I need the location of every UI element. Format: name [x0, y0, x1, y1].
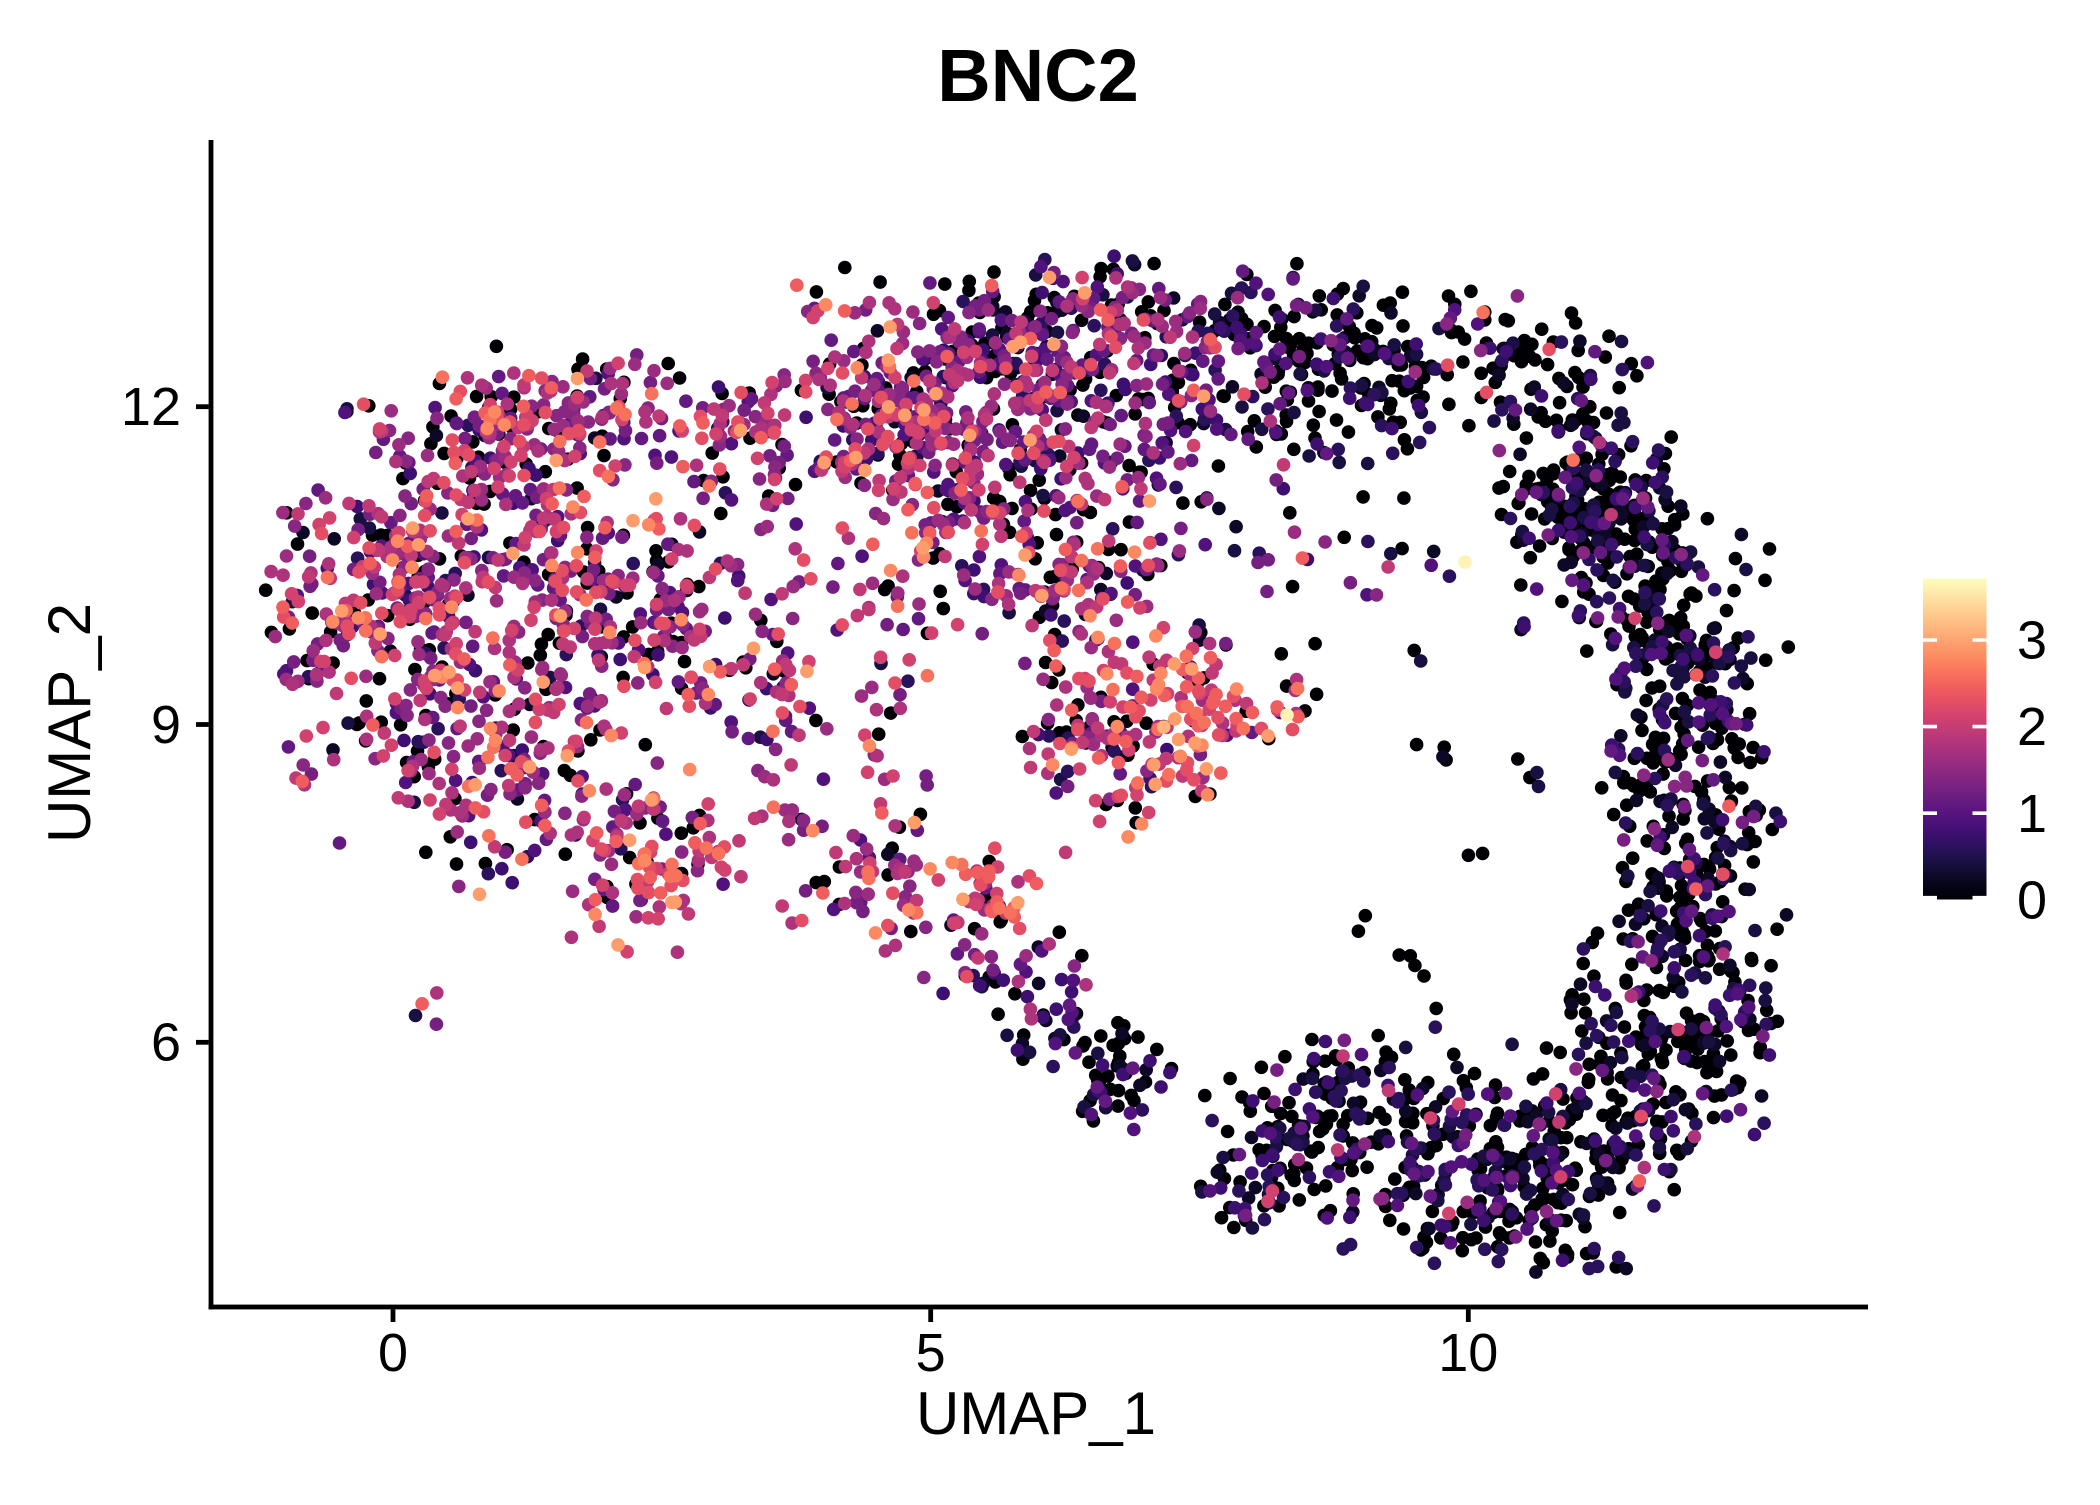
- svg-text:6: 6: [151, 1013, 181, 1073]
- svg-text:2: 2: [2017, 697, 2047, 757]
- svg-text:UMAP_1: UMAP_1: [916, 1380, 1156, 1447]
- svg-text:0: 0: [378, 1323, 408, 1383]
- svg-text:10: 10: [1438, 1323, 1498, 1383]
- svg-text:UMAP_2: UMAP_2: [36, 603, 103, 843]
- svg-text:1: 1: [2017, 784, 2047, 844]
- svg-text:3: 3: [2017, 611, 2047, 671]
- svg-text:0: 0: [2017, 870, 2047, 930]
- svg-text:BNC2: BNC2: [937, 34, 1138, 117]
- svg-text:12: 12: [121, 377, 181, 437]
- svg-text:5: 5: [916, 1323, 946, 1383]
- svg-text:9: 9: [151, 695, 181, 755]
